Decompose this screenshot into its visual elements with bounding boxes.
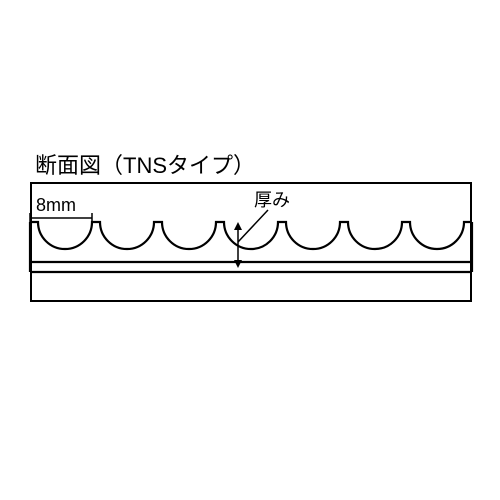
- diagram-canvas: 断面図（TNSタイプ） 8mm 厚み: [0, 0, 500, 500]
- profile-top-edge: [30, 222, 472, 249]
- dim-8mm-label: 8mm: [36, 195, 76, 216]
- thickness-label: 厚み: [254, 186, 290, 212]
- thickness-arrow-up: [234, 222, 242, 230]
- thickness-arrow-down: [234, 260, 242, 268]
- cross-section-profile: [0, 0, 500, 500]
- thickness-leader: [238, 210, 268, 242]
